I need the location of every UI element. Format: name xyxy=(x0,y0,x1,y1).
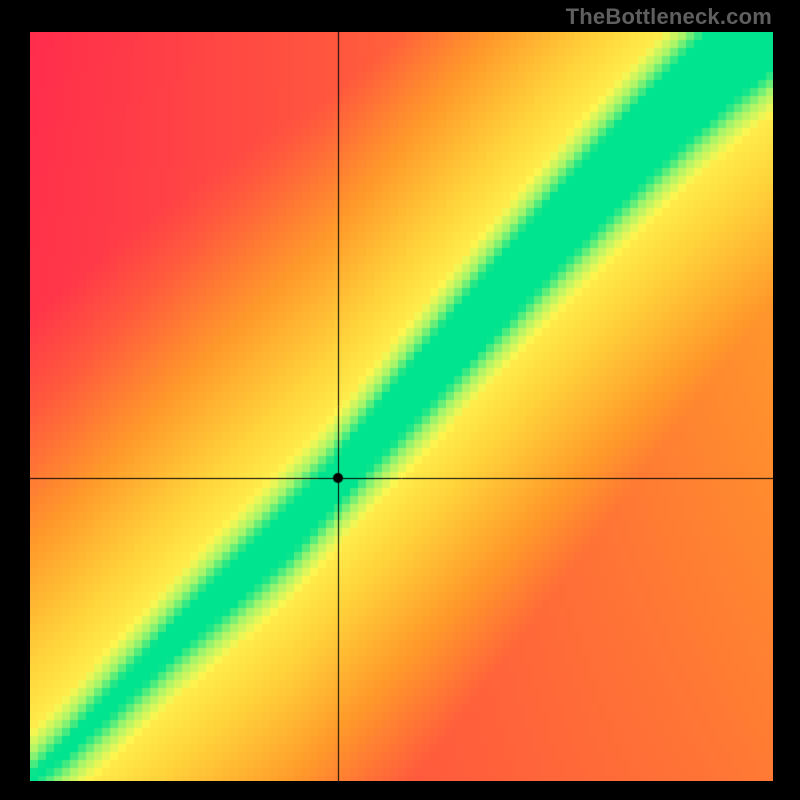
attribution-text: TheBottleneck.com xyxy=(566,4,772,30)
bottleneck-heatmap xyxy=(30,32,773,781)
outer-frame: TheBottleneck.com xyxy=(0,0,800,800)
